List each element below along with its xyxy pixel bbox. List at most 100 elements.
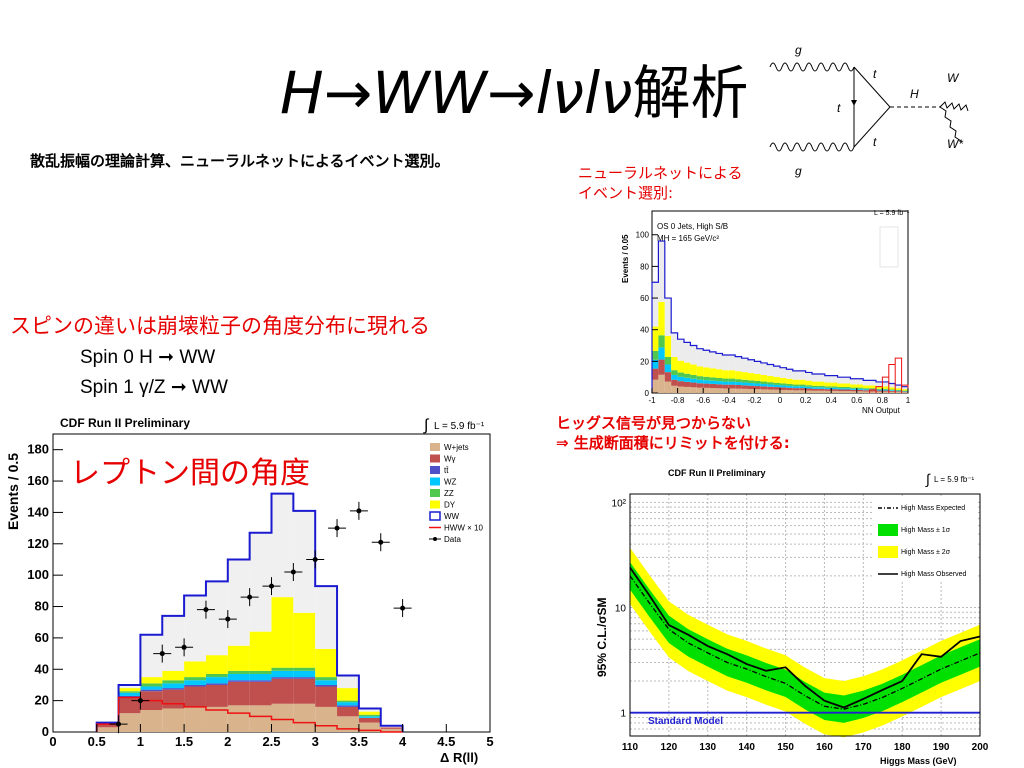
dr-bar-1-9 [293,678,316,704]
lim-legend: High Mass Expected High Mass ± 1σ High Mas… [872,498,976,580]
dr-legend-swatch-0 [430,443,440,451]
w-boson-bottom [939,106,962,142]
feynman-label-wstar: W* [947,137,963,151]
dr-bar-4-10 [315,677,338,681]
dr-legend-label-2: tt̄ [444,466,449,475]
nn-bar-4-24 [805,380,812,386]
nn-bar-4-30 [844,383,851,387]
dr-ww-outline [95,492,404,732]
nn-bar-2-8 [703,380,710,384]
nn-bar-3-21 [786,383,793,386]
feynman-label-g-bottom: g [795,164,802,178]
dr-bar-1-3 [162,689,185,709]
dr-legend-label-4: ZZ [444,489,454,498]
nn-bar-4-23 [799,379,806,385]
nn-bar-5-8 [703,350,710,368]
dr-xtick-label-3: 1.5 [175,734,193,749]
dr-bar-5-7 [249,631,272,671]
dr-bar-3-5 [205,677,228,684]
dr-bar-0-8 [271,703,294,732]
nn-bar-4-36 [882,386,889,389]
dr-data-point-11 [356,508,362,514]
nn-bar-2-39 [901,391,908,392]
nn-bar-0-35 [876,391,883,393]
dr-bar-6-12 [358,708,381,712]
nn-legend [879,226,899,268]
nn-bar-2-28 [831,387,838,390]
limit-label-line1: ヒッグス信号が見つからない [556,414,752,432]
dr-bar-0-12 [358,722,381,732]
nn-bar-4-2 [664,336,672,357]
lim-legend-label-3: High Mass Observed [901,571,966,578]
dr-bar-6-8 [271,493,294,598]
nn-bar-0-4 [677,386,684,393]
dr-bar-0-1 [118,713,141,732]
nn-bar-5-14 [741,358,748,373]
nn-bar-3-28 [831,386,838,388]
nn-bar-4-21 [786,378,793,384]
nn-bar-1-3 [671,379,678,386]
nn-bar-4-34 [869,385,876,389]
dr-bar-3-3 [162,683,185,689]
dr-data-point-13 [400,605,406,611]
feynman-diagram: g g t t t H W W* [769,43,969,178]
nn-bar-0-25 [812,390,819,393]
dr-ylabel: Events / 0.5 [5,453,21,530]
nn-bar-4-31 [850,384,857,388]
nn-bar-1-37 [888,390,896,392]
nn-bar-3-18 [767,382,774,385]
nn-bar-0-2 [664,381,672,393]
nn-bar-5-39 [901,386,908,390]
dr-bar-1-0 [96,724,119,728]
w-boson-top [939,101,969,112]
nn-bar-5-28 [831,375,838,383]
dr-legend-swatch-6 [429,511,441,521]
dr-data-point-2 [159,651,165,657]
lim-expected-line [629,575,981,710]
nn-bar-0-23 [799,390,806,393]
nn-bar-5-25 [812,374,819,382]
dr-bar-4-7 [249,670,272,674]
nn-bar-3-32 [856,387,864,389]
dr-xtick-label-10: 5 [486,734,493,749]
nn-bar-4-28 [831,382,838,387]
dr-bar-0-6 [227,705,250,732]
nn-ytick-label-0: 0 [645,389,650,398]
dr-bar-1-6 [227,681,250,706]
dr-bar-2-10 [315,684,338,687]
nn-bar-3-22 [792,384,800,387]
nn-bar-3-35 [876,388,883,390]
nn-bar-3-15 [748,380,755,384]
nn-bar-1-39 [901,391,908,393]
nn-bar-1-34 [869,390,876,392]
dr-bar-5-9 [293,612,316,668]
nn-bar-2-4 [677,376,684,382]
nn-bar-3-16 [754,380,761,384]
nn-bar-0-28 [831,390,838,393]
nn-bar-5-16 [754,361,761,375]
nn-lumi: L = 5.9 fb⁻¹ [874,210,910,217]
dr-ytick-label-0: 0 [42,724,49,739]
nn-output-chart: L = 5.9 fb⁻¹ OS 0 Jets, High S/B MH = 16… [612,203,912,416]
nn-bar-2-21 [786,385,793,388]
nn-bar-2-30 [844,388,851,390]
nn-bar-2-12 [728,381,736,385]
dr-bar-4-1 [118,691,141,693]
lim-xtick-label-7: 180 [894,742,911,753]
lepton-angle-label: レプトン間の角度 [70,456,310,491]
nn-bar-2-16 [754,383,761,387]
dr-bar-1-7 [249,681,272,706]
dr-bar-0-3 [162,708,185,732]
nn-bar-4-18 [767,375,774,383]
dr-bar-0-2 [140,710,163,732]
nn-bar-0-38 [895,392,902,393]
dr-lumi: L = 5.9 fb⁻¹ [434,421,485,432]
nn-bar-5-37 [888,383,896,388]
nn-outline [651,240,908,393]
nn-bar-3-39 [901,390,908,392]
dr-lumi-integral: ∫ [423,417,430,434]
nn-bar-1-33 [863,390,870,392]
dr-ytick-label-1: 20 [35,693,49,708]
lim-xtick-label-8: 190 [933,742,950,753]
nn-bar-5-6 [690,345,697,365]
